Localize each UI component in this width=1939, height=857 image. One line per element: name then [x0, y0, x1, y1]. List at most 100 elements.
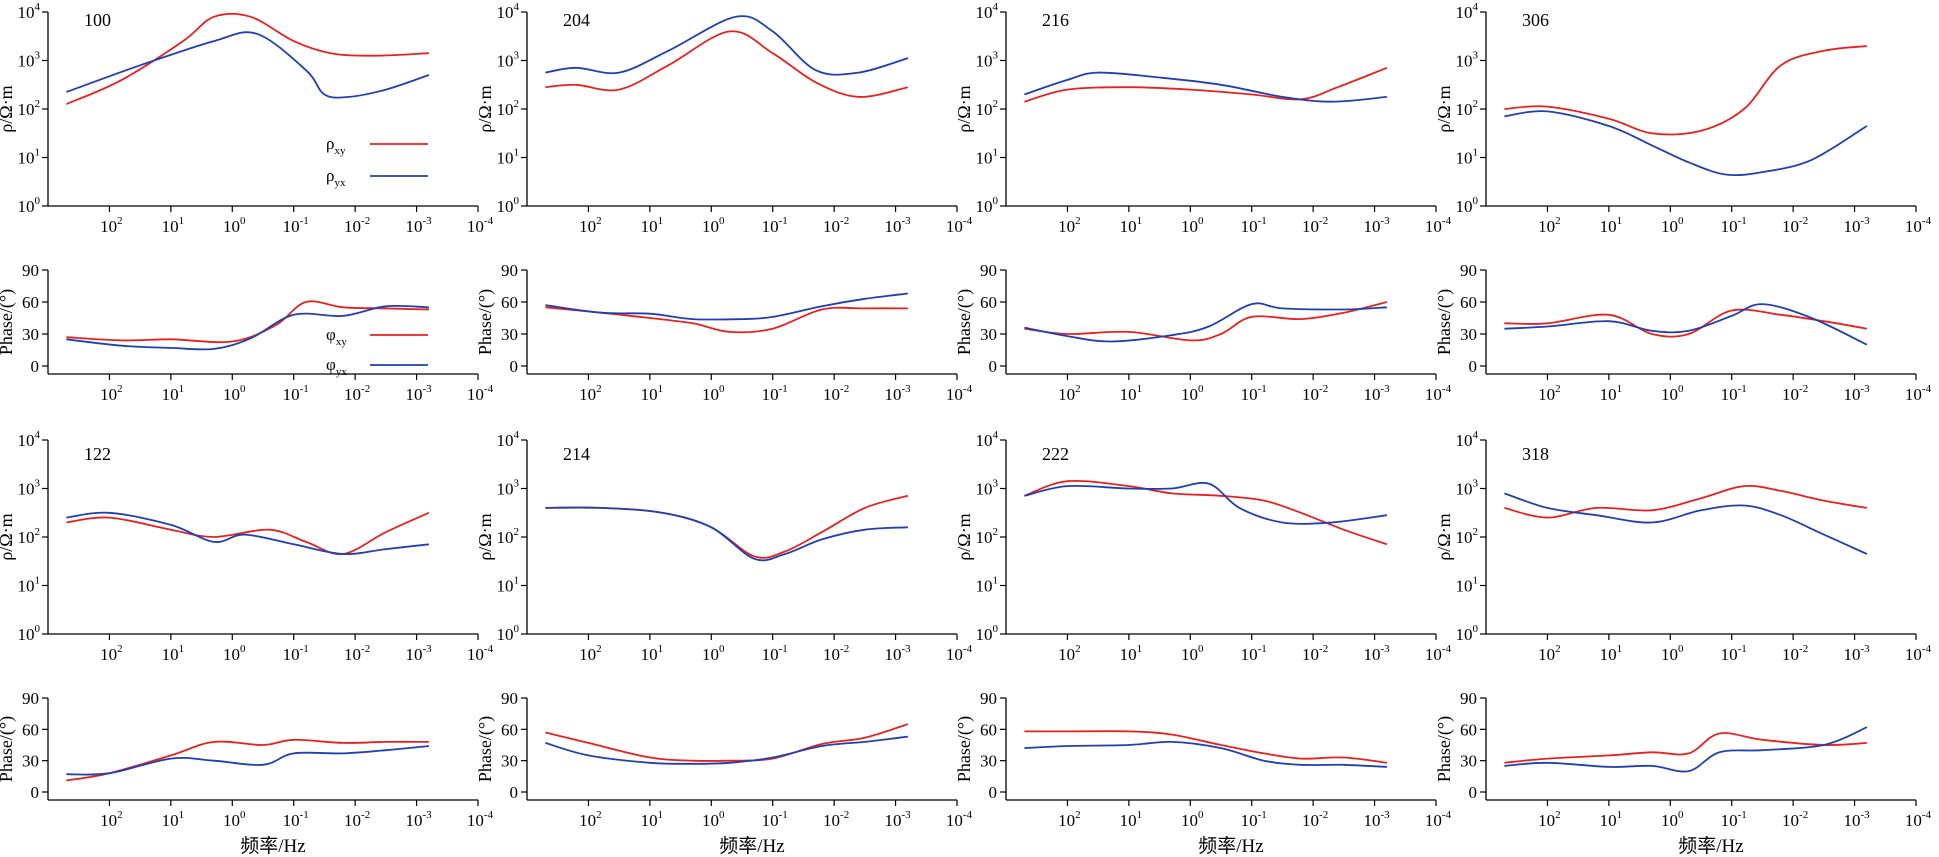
rho-x-tick-label: 100	[1661, 643, 1684, 664]
phase-x-tick-label-exp: 0	[240, 809, 246, 821]
phase-x-tick-label-base: 10	[283, 385, 300, 404]
rho-x-tick-label-base: 10	[762, 217, 779, 236]
rho-y-tick-label-exp: 0	[35, 623, 41, 635]
rho-x-tick-label-base: 10	[946, 217, 963, 236]
rho-x-tick-label-exp: 2	[596, 215, 602, 227]
series-phase_yx-line	[66, 304, 429, 351]
series-rho_yx-line	[1024, 71, 1387, 103]
rho-x-tick-label: 101	[1600, 215, 1623, 236]
x-axis-label: 频率/Hz	[240, 835, 305, 857]
rho-y-tick-label-exp: 4	[993, 1, 999, 13]
rho-x-tick-label-base: 10	[641, 645, 658, 664]
rho-x-tick-label: 10-1	[1241, 215, 1267, 236]
rho-x-tick-label: 102	[100, 643, 123, 664]
rho-y-tick-label-exp: 3	[35, 50, 41, 62]
rho-x-tick-label-exp: -4	[484, 643, 494, 655]
series-phase_yx-line	[545, 735, 909, 765]
rho-x-tick-label-base: 10	[823, 217, 840, 236]
phase-x-tick-label-base: 10	[579, 385, 596, 404]
phase-x-tick-label: 10-2	[344, 809, 370, 830]
phase-x-tick-label: 100	[1661, 809, 1684, 830]
rho-y-tick-label-exp: 1	[514, 575, 520, 587]
series-phase_xy-line	[1504, 732, 1867, 764]
x-axis-label: 频率/Hz	[1198, 835, 1263, 857]
rho-y-tick-label-exp: 3	[1473, 478, 1479, 490]
rho-x-tick-label: 100	[223, 643, 246, 664]
phase-x-tick-label-base: 10	[223, 811, 240, 830]
phase-x-tick-label-base: 10	[1363, 385, 1380, 404]
rho-y-tick-label-base: 10	[976, 480, 993, 499]
rho-y-tick-label: 103	[497, 478, 520, 499]
rho-x-tick-label: 101	[162, 215, 185, 236]
rho-x-tick-label: 10-2	[1782, 215, 1808, 236]
phase-x-tick-label-exp: -3	[901, 383, 911, 395]
rho-x-tick-label-exp: -4	[1442, 643, 1452, 655]
phase-x-tick-label-exp: -4	[1442, 809, 1452, 821]
phase-x-tick-label-base: 10	[405, 811, 422, 830]
phase-x-tick-label-base: 10	[405, 385, 422, 404]
rho-x-tick-label: 100	[1181, 215, 1204, 236]
rho-y-tick-label-base: 10	[976, 52, 993, 71]
phase-x-tick-label: 100	[1661, 383, 1684, 404]
phase-x-tick-label-base: 10	[1425, 385, 1442, 404]
phase-x-tick-label-exp: -1	[779, 809, 788, 821]
rho-y-axis-label: ρ/Ω·m	[1434, 513, 1454, 560]
series-rho_xy-line	[1024, 66, 1388, 103]
rho-x-tick-label-base: 10	[1721, 645, 1738, 664]
phase-y-tick-label: 30	[22, 752, 39, 771]
phase-y-tick-label: 0	[510, 357, 519, 376]
rho-y-tick-label-exp: 0	[1473, 623, 1479, 635]
rho-x-tick-label: 10-1	[283, 643, 309, 664]
rho-x-tick-label-exp: -2	[840, 215, 849, 227]
phase-x-tick-label-exp: 2	[117, 809, 123, 821]
phase-x-tick-label: 10-4	[946, 383, 973, 404]
rho-x-tick-label-base: 10	[1241, 217, 1258, 236]
legend-subscript: yx	[336, 366, 348, 378]
rho-y-tick-label: 104	[976, 429, 999, 450]
phase-x-tick-label-exp: -3	[422, 383, 432, 395]
rho-y-tick-label: 104	[1456, 429, 1479, 450]
rho-y-tick-label-base: 10	[18, 3, 35, 22]
rho-x-tick-label-exp: 2	[596, 643, 602, 655]
rho-y-tick-label-exp: 1	[993, 575, 999, 587]
phase-x-tick-label-base: 10	[1600, 385, 1617, 404]
phase-x-tick-label: 100	[1181, 809, 1204, 830]
phase-y-axis-label: Phase/(°)	[0, 289, 17, 355]
rho-x-tick-label: 10-4	[946, 215, 973, 236]
series-phase_yx-line	[545, 292, 909, 321]
rho-y-tick-label-base: 10	[497, 528, 514, 547]
rho-x-tick-label-base: 10	[1120, 217, 1137, 236]
series-phase_yx-line	[66, 745, 429, 776]
phase-y-tick-label: 60	[980, 720, 997, 739]
phase-x-tick-label-base: 10	[1782, 811, 1799, 830]
rho-x-tick-label-base: 10	[702, 645, 719, 664]
rho-x-tick-label: 102	[1058, 215, 1081, 236]
phase-x-tick-label-exp: 1	[1617, 383, 1623, 395]
phase-x-tick-label: 10-3	[1363, 383, 1390, 404]
phase-x-tick-label: 10-1	[762, 809, 788, 830]
phase-x-tick-label: 10-1	[1241, 809, 1267, 830]
rho-y-tick-label-exp: 4	[35, 429, 41, 441]
rho-y-tick-label-exp: 2	[514, 98, 520, 110]
rho-x-tick-label-base: 10	[823, 645, 840, 664]
rho-x-tick-label-exp: 1	[658, 643, 664, 655]
phase-x-tick-label-base: 10	[762, 385, 779, 404]
rho-y-tick-label-exp: 2	[993, 526, 999, 538]
phase-x-tick-label-base: 10	[1241, 811, 1258, 830]
rho-x-tick-label: 100	[223, 215, 246, 236]
rho-x-tick-label-base: 10	[762, 645, 779, 664]
rho-y-tick-label: 102	[976, 526, 999, 547]
phase-y-tick-label: 0	[31, 783, 40, 802]
rho-x-tick-label-base: 10	[1661, 217, 1678, 236]
rho-x-tick-label-base: 10	[1181, 217, 1198, 236]
phase-x-tick-label: 10-3	[884, 383, 911, 404]
phase-x-tick-label-exp: 2	[596, 383, 602, 395]
